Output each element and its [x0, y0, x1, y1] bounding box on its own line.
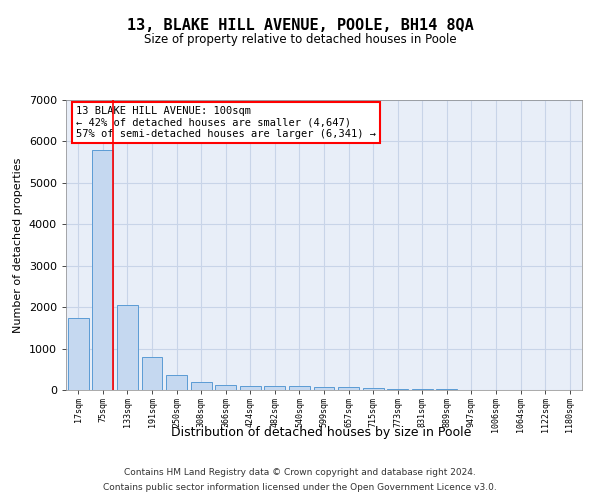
Bar	[191, 382, 212, 390]
Text: 13 BLAKE HILL AVENUE: 100sqm
← 42% of detached houses are smaller (4,647)
57% of: 13 BLAKE HILL AVENUE: 100sqm ← 42% of de…	[76, 106, 376, 139]
Bar	[166, 374, 187, 390]
Bar	[412, 389, 433, 390]
Bar	[338, 388, 359, 390]
Bar	[314, 387, 334, 390]
Text: Size of property relative to detached houses in Poole: Size of property relative to detached ho…	[143, 32, 457, 46]
Text: Contains HM Land Registry data © Crown copyright and database right 2024.: Contains HM Land Registry data © Crown c…	[124, 468, 476, 477]
Bar	[240, 386, 261, 390]
Text: 13, BLAKE HILL AVENUE, POOLE, BH14 8QA: 13, BLAKE HILL AVENUE, POOLE, BH14 8QA	[127, 18, 473, 32]
Text: Distribution of detached houses by size in Poole: Distribution of detached houses by size …	[171, 426, 471, 439]
Bar	[215, 385, 236, 390]
Bar	[289, 386, 310, 390]
Bar	[265, 386, 286, 390]
Text: Contains public sector information licensed under the Open Government Licence v3: Contains public sector information licen…	[103, 483, 497, 492]
Bar	[387, 389, 408, 390]
Bar	[142, 357, 163, 390]
Bar	[117, 305, 138, 390]
Bar	[92, 150, 113, 390]
Y-axis label: Number of detached properties: Number of detached properties	[13, 158, 23, 332]
Bar	[68, 318, 89, 390]
Bar	[362, 388, 383, 390]
